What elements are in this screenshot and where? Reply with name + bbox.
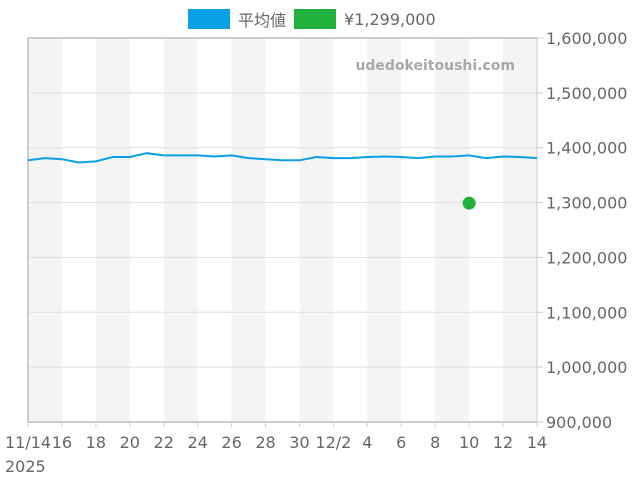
price-point[interactable] [462,196,476,210]
x-tick-label: 4 [362,433,372,452]
x-tick-label: 24 [187,433,207,452]
x-tick-label: 14 [527,433,547,452]
x-axis-labels: 11/14 16 18 20 22 24 26 28 30 12/2 4 6 8 10 12 14 2025 [5,433,547,476]
y-tick-label: 1,200,000 [546,248,627,267]
y-tick-label: 900,000 [546,413,612,432]
x-tick-label: 8 [430,433,440,452]
x-tick-label: 26 [221,433,241,452]
y-tick-label: 1,300,000 [546,194,627,213]
legend-item-average[interactable]: 平均値 [188,7,286,31]
band [95,38,130,422]
x-tick-label: 11/14 [5,433,51,452]
band [299,38,334,422]
chart-legend: 平均値 ¥1,299,000 [188,8,444,30]
band [367,38,402,422]
alternating-bands [28,38,537,422]
y-axis-labels: 1,600,000 1,500,000 1,400,000 1,300,000 1,20… [546,29,627,432]
legend-item-price[interactable]: ¥1,299,000 [294,9,436,29]
x-tick-label: 30 [289,433,309,452]
year-label: 2025 [5,457,46,476]
legend-label-price: ¥1,299,000 [344,9,436,29]
band [503,38,537,422]
x-tick-label: 16 [52,433,72,452]
x-tick-label: 12/2 [315,433,351,452]
band [231,38,266,422]
band [28,38,62,422]
band [163,38,198,422]
x-tick-label: 28 [255,433,275,452]
y-tick-label: 1,100,000 [546,303,627,322]
x-tick-label: 22 [154,433,174,452]
y-tick-label: 1,000,000 [546,358,627,377]
x-tick-label: 12 [493,433,513,452]
watermark: udedokeitoushi.com [355,58,515,74]
y-tick-label: 1,500,000 [546,84,627,103]
average-price-line[interactable] [27,152,538,164]
legend-swatch-average [188,9,230,29]
legend-swatch-price [294,9,337,29]
axes [27,37,538,427]
x-tick-label: 10 [459,433,479,452]
price-points [462,196,476,210]
x-tick-label: 18 [86,433,106,452]
legend-label-average: 平均値 [238,11,287,30]
x-tick-label: 20 [120,433,140,452]
y-tick-label: 1,600,000 [546,29,627,48]
x-tick-label: 6 [396,433,406,452]
y-tick-label: 1,400,000 [546,139,627,158]
band [435,38,470,422]
